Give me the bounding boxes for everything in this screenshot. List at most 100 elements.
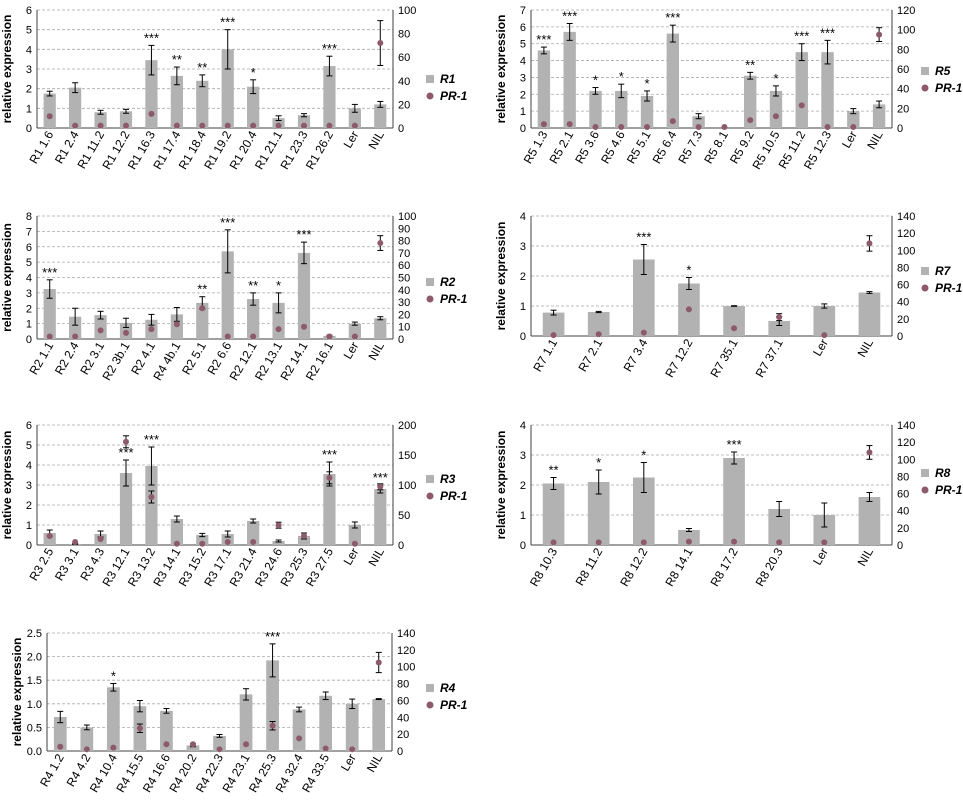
y-tick-label: 1 (520, 510, 526, 522)
bar (196, 302, 209, 339)
significance-marker: * (596, 455, 601, 470)
legend-point-swatch (921, 84, 929, 92)
bar (589, 90, 602, 128)
y2-tick-label: 120 (897, 437, 915, 449)
y-tick-label: 5 (26, 440, 32, 452)
legend-bar-swatch (426, 684, 434, 692)
x-tick-label: R5 4.6 (598, 128, 628, 166)
legend-bar-swatch (426, 475, 434, 483)
pr1-point (189, 741, 196, 748)
bar (374, 489, 387, 545)
pr1-point (250, 333, 257, 340)
pr1-point (123, 438, 129, 445)
pr1-point (776, 314, 783, 321)
bar (297, 536, 311, 545)
bar (563, 31, 576, 129)
y2-tick-label: 40 (897, 84, 909, 96)
pr1-point (685, 306, 692, 313)
significance-marker: ** (172, 52, 182, 67)
pr1-point (776, 539, 783, 546)
y2-tick-label: 20 (397, 729, 409, 741)
bar (247, 86, 260, 128)
y-tick-label: 0 (520, 331, 526, 343)
y-tick-label: 3 (520, 72, 526, 84)
y2-tick-label: 0 (398, 334, 404, 346)
bar (872, 104, 886, 128)
y2-tick-label: 60 (897, 280, 909, 292)
bar (743, 75, 757, 128)
bar (145, 466, 158, 545)
pr1-point (540, 121, 547, 128)
legend-point-swatch (426, 92, 434, 100)
pr1-point (173, 540, 180, 547)
bar (247, 299, 260, 339)
legend-label-gene: R7 (935, 264, 952, 278)
pr1-point (669, 118, 676, 125)
y2-tick-label: 100 (398, 211, 416, 223)
bar (266, 660, 279, 751)
pr1-point (640, 329, 647, 336)
y-tick-label: 6 (26, 420, 32, 432)
pr1-point (322, 745, 329, 752)
pr1-point (351, 333, 358, 340)
y-tick-label: 5 (26, 257, 32, 269)
y2-tick-label: 80 (897, 44, 909, 56)
legend-bar-swatch (921, 67, 929, 75)
legend-label-pr1: PR-1 (440, 698, 468, 712)
pr1-point (595, 539, 602, 546)
y2-tick-label: 80 (398, 29, 410, 41)
pr1-point (351, 540, 358, 547)
bar (69, 87, 82, 128)
x-tick-label: R7 37.1 (753, 336, 786, 380)
pr1-point (173, 122, 180, 129)
significance-marker: * (593, 73, 598, 88)
pr1-point (243, 741, 250, 748)
legend-point-swatch (426, 492, 434, 500)
legend-label-gene: R3 (440, 472, 456, 486)
pr1-point (110, 744, 117, 751)
pr1-point (695, 124, 702, 131)
bar (348, 525, 361, 545)
y2-tick-label: 50 (398, 273, 410, 285)
y-tick-label: 4 (26, 44, 32, 56)
y2-tick-label: 0 (398, 540, 404, 552)
significance-marker: *** (373, 470, 388, 485)
y-tick-label: 2 (26, 303, 32, 315)
y-tick-label: 3 (520, 241, 526, 253)
y-tick-label: 1.0 (27, 699, 42, 711)
bar (632, 259, 655, 336)
y-tick-label: 6 (26, 242, 32, 254)
pr1-point (326, 474, 333, 481)
bar (94, 112, 107, 128)
bar (723, 458, 745, 545)
y2-tick-label: 140 (897, 420, 915, 432)
y-tick-label: 1 (520, 301, 526, 313)
x-tick-label: NIL (365, 545, 387, 568)
y2-tick-label: 20 (897, 103, 909, 115)
y-tick-label: 1 (26, 319, 32, 331)
y2-tick-label: 60 (897, 489, 909, 501)
x-tick-label: R7 12.2 (662, 336, 695, 380)
y-tick-label: 0.0 (27, 746, 42, 758)
y2-tick-label: 0 (397, 746, 403, 758)
bar (94, 315, 107, 339)
x-tick-label: R5 2.1 (546, 128, 576, 166)
y2-tick-label: 20 (897, 523, 909, 535)
y-tick-label: 0 (26, 123, 32, 135)
y2-tick-label: 30 (398, 297, 410, 309)
pr1-point (148, 494, 155, 500)
bar (272, 541, 285, 545)
y-tick-label: 1.5 (27, 675, 42, 687)
pr1-point (148, 326, 155, 333)
bar (345, 703, 359, 751)
y2-tick-label: 20 (897, 314, 909, 326)
significance-marker: ** (549, 463, 559, 478)
pr1-point (731, 325, 738, 332)
pr1-point (644, 124, 651, 131)
pr1-point (224, 122, 231, 129)
x-tick-label: R5 5.1 (624, 128, 654, 166)
legend-label-gene: R8 (935, 466, 951, 480)
legend-point-swatch (426, 295, 434, 303)
pr1-point (618, 124, 625, 131)
bar (239, 694, 253, 751)
